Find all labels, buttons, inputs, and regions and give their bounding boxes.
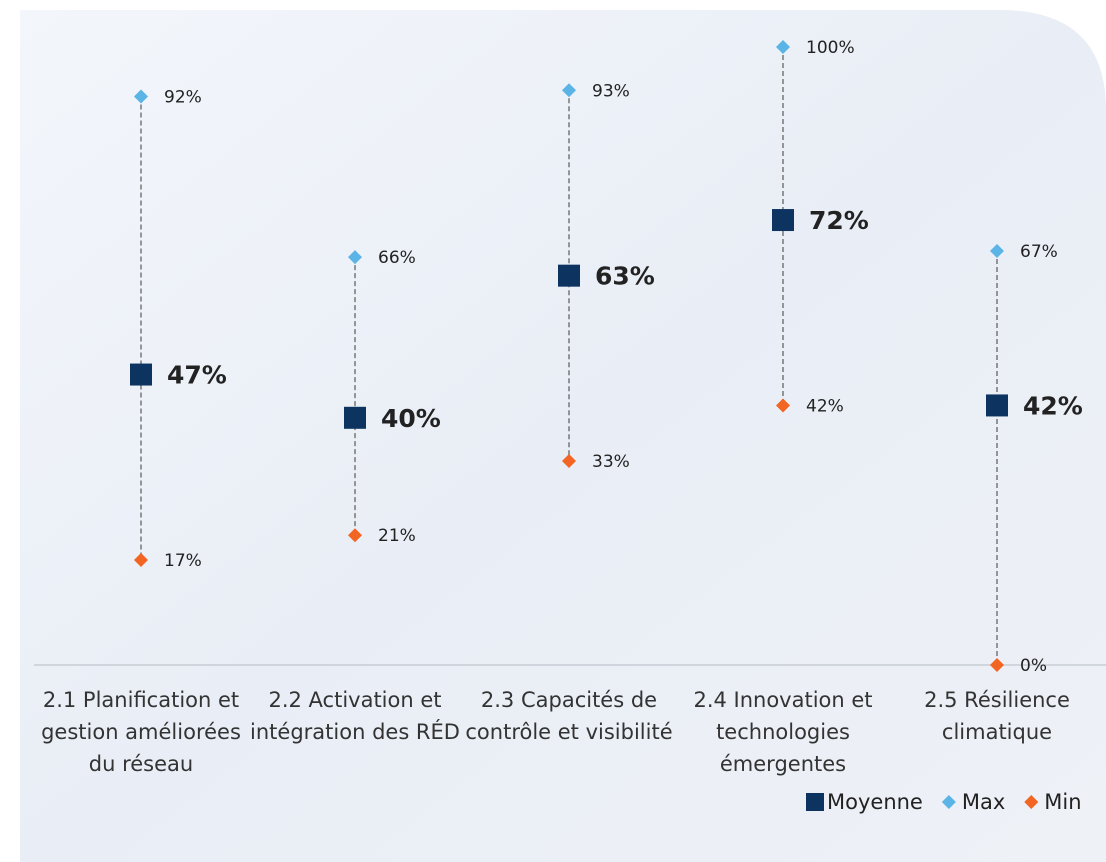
min-marker — [562, 454, 576, 469]
legend-marker — [806, 793, 824, 811]
max-marker — [776, 40, 790, 54]
data-label: 63% — [595, 262, 655, 291]
min-marker — [348, 528, 362, 543]
x-tick-label: 2.3 Capacités de contrôle et visibilité — [465, 688, 673, 744]
data-label: 21% — [378, 526, 416, 546]
data-label: 67% — [1020, 242, 1058, 262]
min-marker — [134, 552, 148, 567]
legend-label: Moyenne — [827, 790, 923, 814]
data-label: 40% — [381, 404, 441, 433]
min-marker — [776, 398, 790, 413]
legend-marker — [1024, 795, 1039, 809]
data-label: 72% — [809, 206, 869, 235]
data-label: 93% — [592, 81, 630, 101]
max-marker — [990, 243, 1004, 258]
data-label: 42% — [806, 396, 844, 416]
data-label: 33% — [592, 452, 630, 472]
max-marker — [562, 83, 576, 98]
legend-label: Min — [1044, 790, 1081, 814]
min-marker — [990, 658, 1004, 672]
mean-marker — [344, 406, 366, 429]
legend-marker — [941, 795, 956, 809]
legend-label: Max — [962, 790, 1005, 814]
mean-marker — [772, 209, 794, 232]
max-marker — [134, 89, 148, 104]
data-label: 17% — [164, 551, 202, 571]
data-label: 100% — [806, 38, 855, 58]
data-label: 42% — [1023, 391, 1083, 420]
x-tick-label: 2.4 Innovation et technologies émergente… — [693, 688, 873, 776]
mean-marker — [130, 363, 152, 386]
x-tick-label: 2.1 Planification et gestion améliorées … — [41, 688, 241, 776]
max-marker — [348, 250, 362, 265]
data-label: 92% — [164, 87, 202, 107]
x-tick-label: 2.5 Résilience climatique — [924, 688, 1070, 744]
mean-marker — [558, 264, 580, 287]
data-label: 66% — [378, 248, 416, 268]
background — [20, 10, 1106, 862]
mean-marker — [986, 394, 1008, 417]
data-label: 0% — [1020, 656, 1047, 676]
x-tick-label: 2.2 Activation et intégration des RÉD — [250, 688, 460, 744]
data-label: 47% — [167, 361, 227, 390]
